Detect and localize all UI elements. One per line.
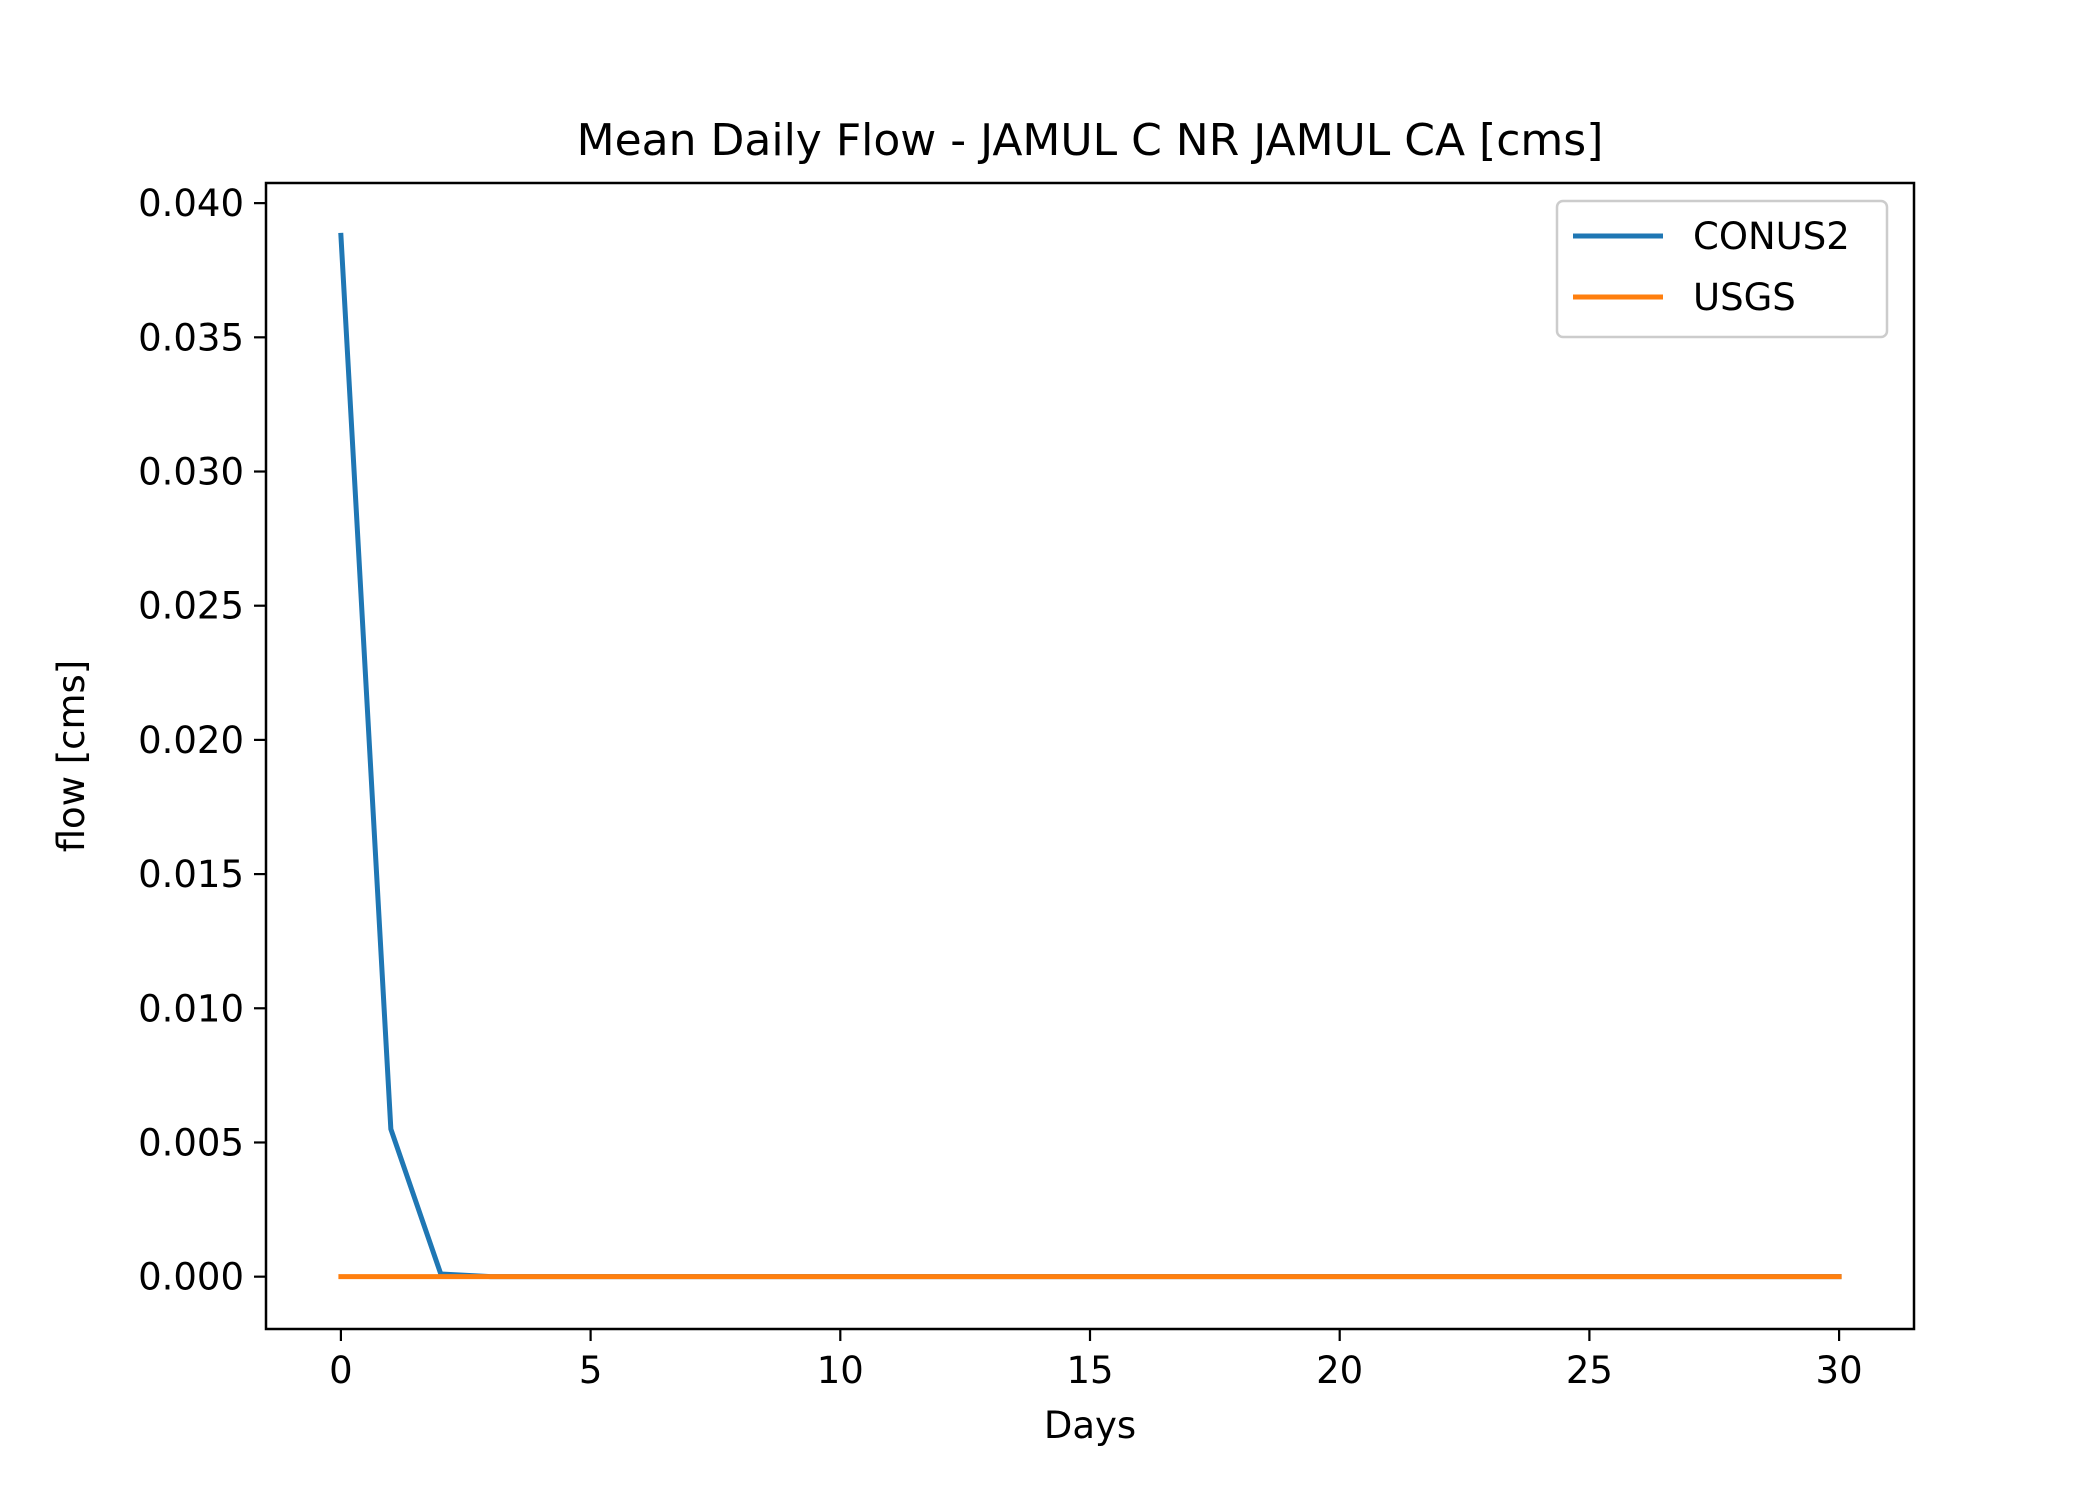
- x-axis-label: Days: [1044, 1404, 1136, 1447]
- x-tick-label: 5: [579, 1349, 603, 1392]
- y-tick-label: 0.000: [138, 1256, 244, 1299]
- y-tick-label: 0.010: [138, 987, 244, 1030]
- x-tick-label: 15: [1066, 1349, 1113, 1392]
- y-tick-label: 0.020: [138, 719, 244, 762]
- y-tick-label: 0.035: [138, 316, 244, 359]
- legend-label-conus2: CONUS2: [1693, 215, 1850, 258]
- y-tick-label: 0.030: [138, 451, 244, 494]
- y-axis-label: flow [cms]: [50, 660, 93, 853]
- legend-label-usgs: USGS: [1693, 276, 1796, 319]
- x-tick-label: 0: [329, 1349, 353, 1392]
- series-layer: [338, 232, 1842, 1280]
- y-axis: 0.000 0.005 0.010 0.015 0.020 0.025 0.030 0.035…: [138, 182, 266, 1299]
- y-tick-label: 0.025: [138, 585, 244, 628]
- x-tick-label: 30: [1816, 1349, 1863, 1392]
- chart-title: Mean Daily Flow - JAMUL C NR JAMUL CA [c…: [577, 115, 1604, 166]
- y-tick-label: 0.015: [138, 853, 244, 896]
- x-tick-label: 20: [1316, 1349, 1363, 1392]
- y-tick-label: 0.040: [138, 182, 244, 225]
- x-tick-label: 10: [817, 1349, 864, 1392]
- x-axis: 0 5 10 15 20 25 30: [329, 1329, 1863, 1392]
- y-tick-label: 0.005: [138, 1121, 244, 1164]
- legend: CONUS2 USGS: [1555, 199, 1889, 339]
- x-tick-label: 25: [1566, 1349, 1613, 1392]
